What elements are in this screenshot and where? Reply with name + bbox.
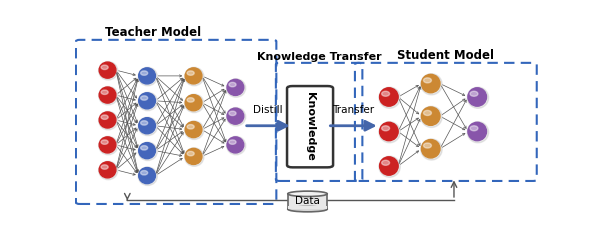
Ellipse shape <box>470 126 478 131</box>
Text: Teacher Model: Teacher Model <box>105 25 201 39</box>
Ellipse shape <box>421 106 442 127</box>
Text: Data: Data <box>295 195 320 205</box>
Ellipse shape <box>139 118 155 134</box>
Ellipse shape <box>139 68 155 84</box>
Ellipse shape <box>379 87 400 108</box>
Ellipse shape <box>101 90 108 94</box>
Ellipse shape <box>185 95 202 111</box>
Ellipse shape <box>470 91 478 96</box>
FancyBboxPatch shape <box>287 86 333 167</box>
Ellipse shape <box>99 62 116 78</box>
Ellipse shape <box>140 121 148 125</box>
Ellipse shape <box>380 157 398 175</box>
Ellipse shape <box>227 137 244 153</box>
Ellipse shape <box>99 162 116 178</box>
Ellipse shape <box>227 79 244 95</box>
Ellipse shape <box>138 92 157 111</box>
Ellipse shape <box>140 146 148 150</box>
Ellipse shape <box>467 87 488 108</box>
Ellipse shape <box>138 117 157 136</box>
Ellipse shape <box>138 142 157 161</box>
Ellipse shape <box>98 136 118 155</box>
Ellipse shape <box>187 71 194 75</box>
Ellipse shape <box>421 139 440 158</box>
Ellipse shape <box>288 191 327 196</box>
Ellipse shape <box>187 151 194 156</box>
Ellipse shape <box>424 143 431 148</box>
Text: Transfer: Transfer <box>332 105 374 115</box>
Ellipse shape <box>140 71 148 75</box>
FancyBboxPatch shape <box>288 194 327 209</box>
Ellipse shape <box>467 122 488 143</box>
Ellipse shape <box>138 167 157 186</box>
Ellipse shape <box>421 139 442 160</box>
Ellipse shape <box>421 74 442 95</box>
Ellipse shape <box>185 148 204 166</box>
Ellipse shape <box>101 140 108 144</box>
Ellipse shape <box>226 136 246 155</box>
Ellipse shape <box>421 74 440 93</box>
Ellipse shape <box>101 65 108 69</box>
Ellipse shape <box>185 148 202 165</box>
Text: Knowledge Transfer: Knowledge Transfer <box>257 52 382 62</box>
Ellipse shape <box>139 168 155 184</box>
Ellipse shape <box>185 94 204 113</box>
Ellipse shape <box>424 110 431 116</box>
Ellipse shape <box>140 96 148 100</box>
Ellipse shape <box>187 98 194 102</box>
Ellipse shape <box>101 165 108 169</box>
Text: Student Model: Student Model <box>397 49 494 62</box>
Ellipse shape <box>185 68 202 84</box>
Ellipse shape <box>139 93 155 109</box>
Ellipse shape <box>229 140 236 144</box>
Ellipse shape <box>98 62 118 80</box>
Ellipse shape <box>468 122 487 141</box>
Ellipse shape <box>227 108 244 124</box>
Ellipse shape <box>421 107 440 125</box>
Ellipse shape <box>98 161 118 180</box>
Ellipse shape <box>424 78 431 83</box>
Ellipse shape <box>99 137 116 153</box>
Ellipse shape <box>468 88 487 106</box>
Ellipse shape <box>187 124 194 129</box>
Ellipse shape <box>382 160 389 165</box>
Ellipse shape <box>140 171 148 175</box>
Ellipse shape <box>379 156 400 177</box>
Ellipse shape <box>99 112 116 128</box>
Ellipse shape <box>139 143 155 159</box>
Ellipse shape <box>382 91 389 96</box>
Ellipse shape <box>229 82 236 87</box>
Ellipse shape <box>99 87 116 103</box>
Ellipse shape <box>382 126 389 131</box>
Ellipse shape <box>379 122 400 143</box>
Ellipse shape <box>185 122 202 138</box>
Ellipse shape <box>380 88 398 106</box>
Text: Distill: Distill <box>253 105 283 115</box>
Ellipse shape <box>185 121 204 139</box>
Ellipse shape <box>288 206 327 212</box>
Ellipse shape <box>185 67 204 86</box>
Ellipse shape <box>226 79 246 97</box>
Ellipse shape <box>226 108 246 126</box>
Text: Knowledge: Knowledge <box>305 92 315 161</box>
Ellipse shape <box>98 86 118 105</box>
Ellipse shape <box>380 122 398 141</box>
Ellipse shape <box>229 111 236 116</box>
Ellipse shape <box>138 67 157 86</box>
FancyBboxPatch shape <box>288 206 327 209</box>
Ellipse shape <box>101 115 108 119</box>
Ellipse shape <box>98 111 118 130</box>
